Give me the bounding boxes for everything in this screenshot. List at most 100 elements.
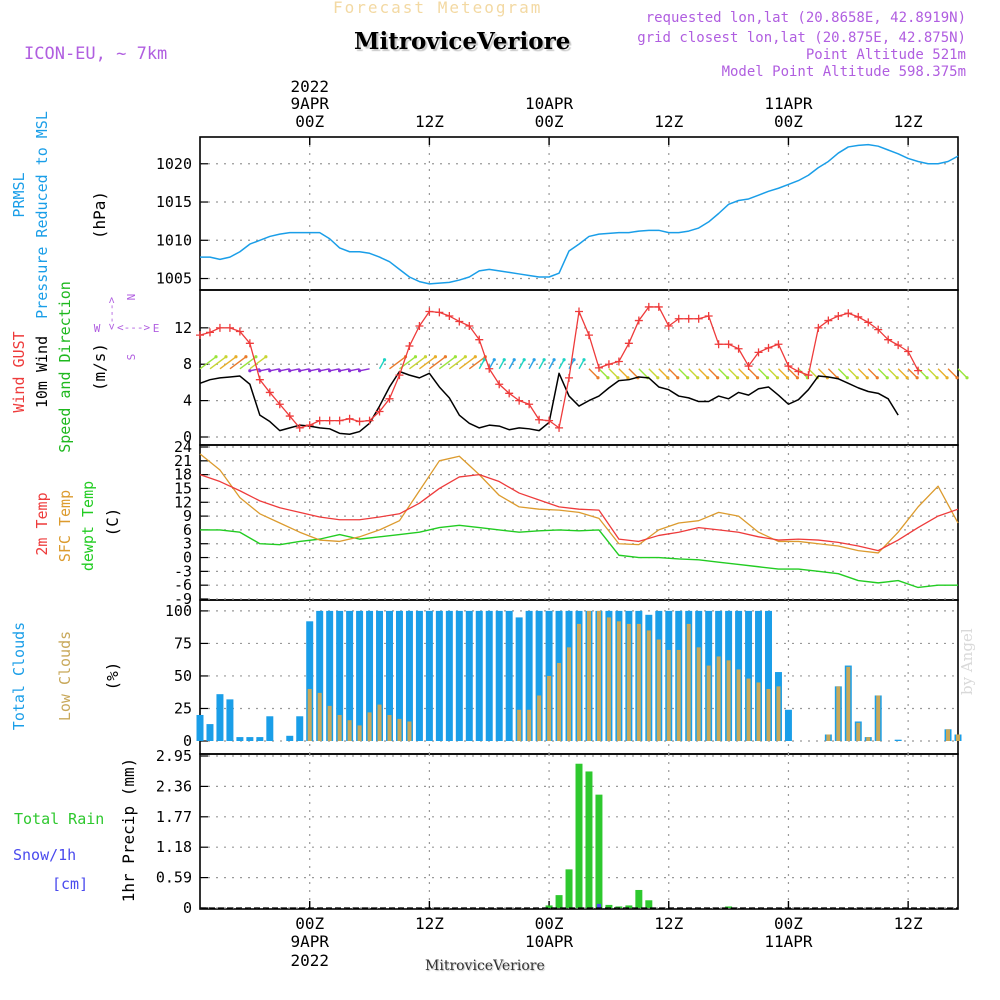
- wind-arrow-head: [716, 376, 720, 380]
- low-clouds-bar: [756, 682, 761, 741]
- gust-marker: [415, 322, 424, 331]
- wind-arrow-head: [765, 376, 770, 380]
- total-clouds-bar: [206, 724, 214, 741]
- top-time-label: 00Z: [535, 112, 564, 131]
- low-clouds-bar: [956, 734, 960, 741]
- sfc-temp-line: [199, 453, 959, 554]
- wind-arrow-head: [945, 376, 949, 380]
- gust-marker: [565, 373, 574, 382]
- gust-marker: [225, 323, 234, 332]
- wind-direction-arrow: [937, 368, 948, 379]
- total-clouds-bar: [425, 610, 433, 741]
- wind-arrow-head: [656, 376, 660, 380]
- total-clouds-bar: [336, 610, 344, 741]
- gust-marker: [505, 389, 514, 398]
- gust-marker: [275, 400, 284, 409]
- wind-direction-arrow: [428, 356, 446, 370]
- total-clouds-bar: [515, 617, 523, 741]
- wind-arrow-head: [278, 369, 282, 373]
- wind-arrow-head: [616, 376, 620, 380]
- gust-marker: [555, 423, 564, 432]
- wind-arrow-head: [596, 376, 600, 380]
- low-clouds-bar: [876, 695, 881, 741]
- gust-marker: [754, 348, 763, 357]
- gust-marker: [485, 364, 494, 373]
- wind-arrow-head: [453, 355, 457, 359]
- total-clouds-bar: [296, 716, 304, 741]
- y-tick-label: 4: [183, 392, 192, 410]
- low-clouds-bar: [706, 665, 711, 741]
- total-clouds-bar: [395, 610, 403, 741]
- low-clouds-bar: [327, 705, 332, 741]
- wind-direction-arrow: [827, 368, 838, 379]
- wind-arrow-head: [482, 358, 486, 362]
- total-clouds-bar: [535, 610, 543, 741]
- top-date-label: 10APR: [525, 94, 574, 113]
- wind-arrow-head: [443, 355, 447, 359]
- gust-marker: [824, 316, 833, 325]
- gust-marker: [744, 362, 753, 371]
- total-clouds-bar: [196, 714, 204, 741]
- y-tick-label: 100: [165, 602, 192, 620]
- top-time-label: 00Z: [295, 112, 324, 131]
- total-clouds-bar: [475, 610, 483, 741]
- gust-marker: [614, 357, 623, 366]
- low-clouds-bar: [826, 734, 831, 741]
- wind-arrow-head: [696, 376, 700, 380]
- wind-direction-arrow: [608, 368, 619, 379]
- y-tick-label: 2.95: [156, 747, 192, 765]
- wind-direction-arrow: [359, 368, 370, 372]
- bottom-time-label: 00Z: [535, 914, 564, 933]
- prmsl-label: PRMSL: [10, 172, 28, 217]
- wind-direction-arrow: [887, 368, 898, 379]
- gust-marker: [654, 302, 663, 311]
- gust-marker: [535, 415, 544, 424]
- wind-arrow-head: [463, 355, 467, 359]
- low-clouds-bar: [866, 737, 871, 741]
- wind-arrow-head: [224, 355, 228, 359]
- low-clouds-bar: [736, 669, 741, 741]
- low-clouds-bar: [656, 639, 661, 741]
- total-clouds-bar: [236, 737, 244, 741]
- wind-direction-arrow: [927, 368, 938, 379]
- rain-bar: [645, 900, 653, 908]
- top-time-label: 12Z: [654, 112, 683, 131]
- y-tick-label: 9: [183, 507, 192, 525]
- wind-arrow-head: [532, 358, 536, 362]
- wind-arrow-head: [562, 358, 566, 362]
- total-clouds-bar: [226, 699, 234, 741]
- wind-arrow-head: [254, 355, 258, 359]
- wind-direction-arrow: [259, 368, 270, 372]
- wind-arrow-head: [214, 355, 218, 359]
- wind-direction-arrow: [748, 368, 759, 379]
- y-tick-label: 1.18: [156, 838, 192, 856]
- gust-marker: [914, 366, 923, 375]
- panel-frame-pressure: [199, 136, 959, 291]
- gust-marker: [704, 312, 713, 321]
- dewpt-label: dewpt Temp: [79, 481, 97, 571]
- bottom-time-label: 00Z: [774, 914, 803, 933]
- wind-direction-arrow: [229, 356, 247, 370]
- gust-marker: [525, 400, 534, 409]
- gust-marker: [664, 322, 673, 331]
- low-clouds-bar: [616, 621, 621, 741]
- gust-marker: [545, 416, 554, 425]
- gust-marker: [734, 344, 743, 353]
- low-clouds-bar: [626, 623, 631, 741]
- y-tick-label: 24: [174, 438, 192, 456]
- wind-arrow-head: [258, 369, 262, 373]
- total-clouds-bar: [415, 610, 423, 741]
- wind-direction-arrow: [498, 359, 505, 370]
- chart-title: MitroviceVeriore: [354, 28, 571, 55]
- total-clouds-bar: [445, 610, 453, 741]
- wind-arrow-head: [626, 376, 630, 380]
- wind-arrow-head: [885, 376, 889, 380]
- y-tick-label: 25: [174, 699, 192, 717]
- low-clouds-bar: [387, 714, 392, 741]
- y-tick-label: 8: [183, 355, 192, 373]
- low-clouds-bar: [407, 721, 412, 741]
- gust-marker: [894, 341, 903, 350]
- y-tick-label: -3: [174, 562, 192, 580]
- low-clouds-bar: [606, 617, 611, 741]
